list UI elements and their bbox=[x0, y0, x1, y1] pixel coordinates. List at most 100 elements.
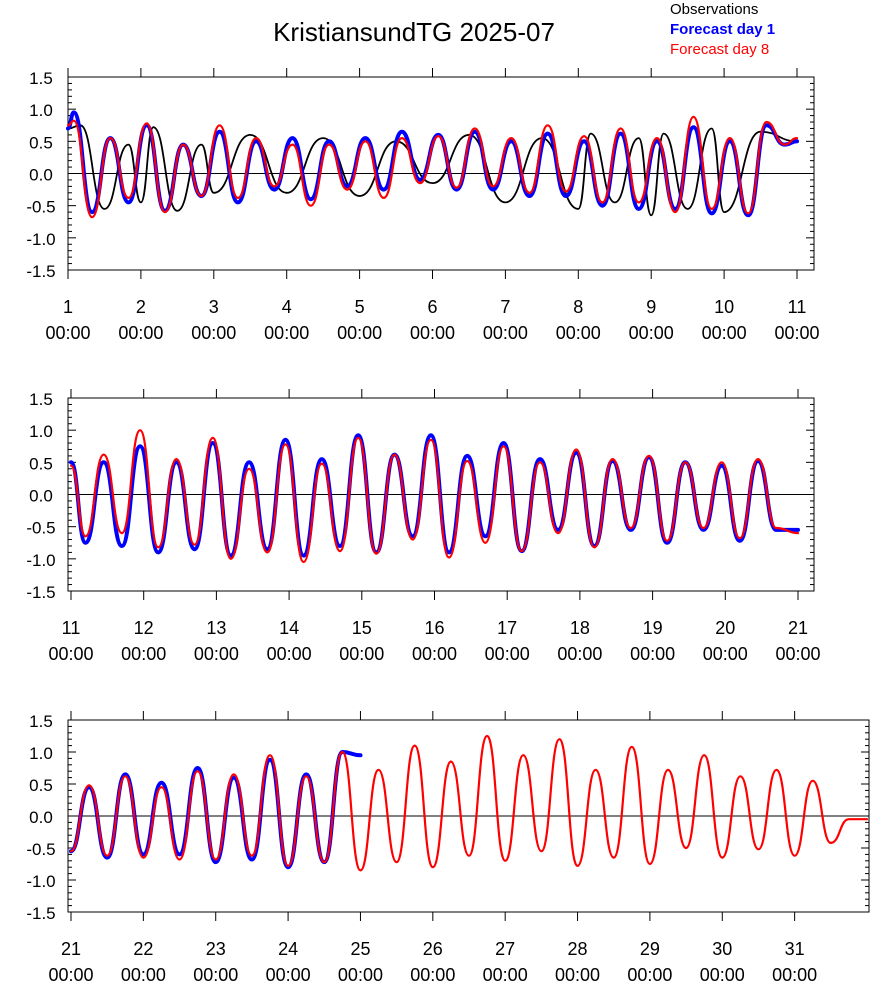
x-tick-label-day: 12 bbox=[134, 618, 154, 638]
x-tick-label-time: 00:00 bbox=[630, 644, 675, 664]
x-tick-label-time: 00:00 bbox=[774, 323, 819, 343]
x-tick-label-time: 00:00 bbox=[48, 644, 93, 664]
legend-entry-1: Observations bbox=[670, 1, 758, 18]
x-tick-label-day: 30 bbox=[712, 939, 732, 959]
x-tick-label-time: 00:00 bbox=[412, 644, 457, 664]
x-tick-label-day: 19 bbox=[643, 618, 663, 638]
chart-title: KristiansundTG 2025-07 bbox=[273, 17, 555, 47]
panel-3: 1.5 1.0 0.5 0.0 -0.5 -1.0 -1.5 21 00:00 22 00:00 23… bbox=[26, 711, 870, 985]
series-line-2 bbox=[69, 734, 869, 872]
legend: Observations Forecast day 1 Forecast day 8 bbox=[670, 1, 775, 58]
y-tick-label: 0.0 bbox=[29, 487, 53, 506]
x-tick-label-time: 00:00 bbox=[775, 644, 820, 664]
x-tick-label-day: 28 bbox=[568, 939, 588, 959]
x-tick-label-day: 1 bbox=[63, 297, 73, 317]
x-tick-label-time: 00:00 bbox=[191, 323, 236, 343]
y-tick-label: 0.0 bbox=[29, 808, 53, 827]
x-tick-label-time: 00:00 bbox=[702, 323, 747, 343]
x-tick-label-time: 00:00 bbox=[629, 323, 674, 343]
y-tick-label: -1.5 bbox=[26, 583, 55, 602]
legend-entry-2: Forecast day 1 bbox=[670, 21, 775, 38]
y-tick-label: -1.0 bbox=[26, 872, 55, 891]
panel-2: 1.5 1.0 0.5 0.0 -0.5 -1.0 -1.5 11 00:00 12 00:00 13… bbox=[26, 389, 821, 664]
x-tick-label-day: 14 bbox=[279, 618, 299, 638]
x-tick-label-time: 00:00 bbox=[483, 965, 528, 985]
series-line-1 bbox=[69, 750, 363, 870]
series-line-2 bbox=[69, 429, 800, 564]
y-tick-label: 1.0 bbox=[29, 422, 53, 441]
x-tick-label-day: 8 bbox=[573, 297, 583, 317]
y-tick-label: 0.5 bbox=[29, 776, 53, 795]
x-tick-label-day: 9 bbox=[646, 297, 656, 317]
x-tick-label-day: 13 bbox=[206, 618, 226, 638]
y-ticks bbox=[68, 76, 814, 271]
y-tick-label: 1.0 bbox=[29, 744, 53, 763]
x-tick-label-day: 11 bbox=[62, 618, 81, 638]
y-tick-label: 1.0 bbox=[29, 101, 53, 120]
x-tick-label-time: 00:00 bbox=[121, 644, 166, 664]
series-line-3 bbox=[66, 115, 799, 219]
x-tick-label-day: 15 bbox=[352, 618, 372, 638]
x-tick-label-time: 00:00 bbox=[337, 323, 382, 343]
x-tick-label-time: 00:00 bbox=[121, 965, 166, 985]
y-tick-label: -1.5 bbox=[26, 904, 55, 923]
x-tick-label-time: 00:00 bbox=[267, 644, 312, 664]
x-tick-label-time: 00:00 bbox=[627, 965, 672, 985]
panel-1: 1.5 1.0 0.5 0.0 -0.5 -1.0 -1.5 1 00:00 2 00:00 3 00:… bbox=[26, 68, 820, 343]
y-ticks bbox=[68, 397, 814, 592]
x-tick-label-day: 2 bbox=[136, 297, 146, 317]
x-tick-label-time: 00:00 bbox=[264, 323, 309, 343]
x-tick-label-day: 27 bbox=[495, 939, 515, 959]
y-tick-label: 1.5 bbox=[29, 712, 53, 731]
x-tick-label-day: 7 bbox=[500, 297, 510, 317]
x-tick-label-day: 3 bbox=[209, 297, 219, 317]
x-tick-label-day: 6 bbox=[427, 297, 437, 317]
x-tick-label-time: 00:00 bbox=[339, 644, 384, 664]
x-tick-label-day: 22 bbox=[133, 939, 153, 959]
x-tick-label-day: 21 bbox=[61, 939, 81, 959]
x-tick-label-time: 00:00 bbox=[194, 644, 239, 664]
x-tick-label-time: 00:00 bbox=[772, 965, 817, 985]
x-tick-label-day: 10 bbox=[714, 297, 734, 317]
x-tick-label-day: 26 bbox=[423, 939, 443, 959]
x-tick-label-day: 25 bbox=[350, 939, 370, 959]
x-tick-label-day: 23 bbox=[206, 939, 226, 959]
x-tick-label-day: 18 bbox=[570, 618, 590, 638]
y-tick-label: 1.5 bbox=[29, 390, 53, 409]
y-tick-label: -0.5 bbox=[26, 519, 55, 538]
y-tick-label: 0.5 bbox=[29, 454, 53, 473]
x-tick-label-day: 29 bbox=[640, 939, 660, 959]
x-tick-label-day: 11 bbox=[788, 297, 807, 317]
x-tick-label-day: 21 bbox=[788, 618, 808, 638]
y-ticks bbox=[68, 719, 869, 913]
x-tick-label-day: 17 bbox=[497, 618, 517, 638]
y-tick-label: 0.0 bbox=[29, 166, 53, 185]
x-tick-label-time: 00:00 bbox=[703, 644, 748, 664]
x-tick-label-time: 00:00 bbox=[45, 323, 90, 343]
x-tick-label-day: 24 bbox=[278, 939, 298, 959]
x-tick-label-time: 00:00 bbox=[556, 323, 601, 343]
x-tick-label-time: 00:00 bbox=[555, 965, 600, 985]
y-tick-label: -1.5 bbox=[26, 262, 55, 281]
y-tick-label: -0.5 bbox=[26, 198, 55, 217]
x-tick-label-time: 00:00 bbox=[410, 323, 455, 343]
x-tick-label-time: 00:00 bbox=[700, 965, 745, 985]
x-tick-label-time: 00:00 bbox=[118, 323, 163, 343]
y-tick-label: -1.0 bbox=[26, 551, 55, 570]
x-tick-label-time: 00:00 bbox=[266, 965, 311, 985]
y-tick-label: 1.5 bbox=[29, 69, 53, 88]
x-tick-label-day: 5 bbox=[355, 297, 365, 317]
x-tick-label-time: 00:00 bbox=[193, 965, 238, 985]
y-tick-label: -1.0 bbox=[26, 230, 55, 249]
y-tick-label: -0.5 bbox=[26, 840, 55, 859]
x-tick-label-time: 00:00 bbox=[557, 644, 602, 664]
x-tick-label-time: 00:00 bbox=[338, 965, 383, 985]
x-tick-label-day: 16 bbox=[424, 618, 444, 638]
x-tick-label-day: 31 bbox=[785, 939, 805, 959]
x-tick-label-day: 4 bbox=[282, 297, 292, 317]
x-tick-label-time: 00:00 bbox=[483, 323, 528, 343]
y-tick-label: 0.5 bbox=[29, 133, 53, 152]
legend-entry-3: Forecast day 8 bbox=[670, 41, 769, 58]
x-tick-label-time: 00:00 bbox=[410, 965, 455, 985]
